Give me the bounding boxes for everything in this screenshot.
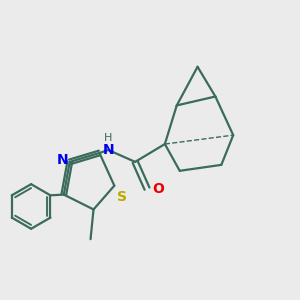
Text: O: O (152, 182, 164, 196)
Text: S: S (117, 190, 127, 204)
Text: H: H (104, 134, 112, 143)
Text: N: N (57, 153, 68, 167)
Text: N: N (103, 143, 114, 157)
